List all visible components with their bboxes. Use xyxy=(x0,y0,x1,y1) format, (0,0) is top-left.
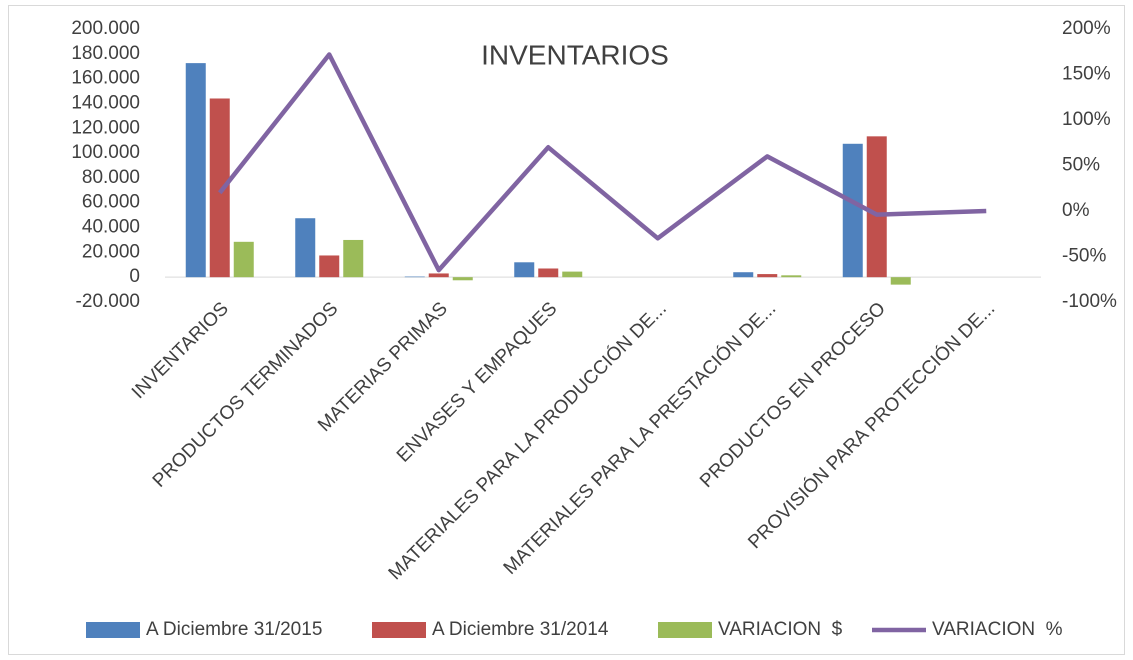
bar xyxy=(514,262,535,278)
bar xyxy=(890,277,911,285)
line xyxy=(217,52,987,273)
bar xyxy=(428,273,449,278)
y2-tick-label: 200% xyxy=(1062,18,1111,39)
bar xyxy=(538,268,559,278)
y2-tick-label: 100% xyxy=(1062,109,1111,130)
y-tick-label: -20.000 xyxy=(76,291,140,312)
y2-tick-label: 0% xyxy=(1062,200,1090,221)
y2-tick-label: 50% xyxy=(1062,155,1100,176)
y-tick-label: 180.000 xyxy=(71,43,140,64)
y-tick-label: 0 xyxy=(129,266,140,287)
y-tick-label: 40.000 xyxy=(82,217,140,238)
y-tick-label: 120.000 xyxy=(71,117,140,138)
bar xyxy=(185,63,206,278)
legend-swatch xyxy=(86,622,140,638)
bar xyxy=(866,136,887,278)
y-tick-label: 200.000 xyxy=(71,18,140,39)
y2-tick-label: 150% xyxy=(1062,64,1111,85)
y-tick-label: 20.000 xyxy=(82,241,140,262)
bar xyxy=(319,255,340,278)
y-tick-label: 160.000 xyxy=(71,68,140,89)
y-tick-label: 60.000 xyxy=(82,192,140,213)
legend-label: A Diciembre 31/2015 xyxy=(146,619,322,640)
bar xyxy=(452,277,473,281)
bar xyxy=(404,276,425,278)
y2-tick-label: -50% xyxy=(1062,246,1106,267)
legend-label: VARIACION % xyxy=(932,619,1063,640)
bar xyxy=(842,143,863,278)
y-tick-label: 140.000 xyxy=(71,92,140,113)
bar xyxy=(781,275,802,278)
bar xyxy=(233,241,254,278)
bar xyxy=(295,218,316,278)
legend-swatch xyxy=(658,622,712,638)
bar xyxy=(209,98,230,278)
legend-swatch xyxy=(372,622,426,638)
legend-label: VARIACION $ xyxy=(718,619,843,640)
legend-label: A Diciembre 31/2014 xyxy=(432,619,609,640)
chart-title: INVENTARIOS xyxy=(481,39,669,70)
bar xyxy=(733,272,754,278)
y-tick-label: 80.000 xyxy=(82,167,140,188)
y2-tick-label: -100% xyxy=(1062,291,1117,312)
y-tick-label: 100.000 xyxy=(71,142,140,163)
bar xyxy=(343,239,364,278)
bar xyxy=(562,271,583,278)
bar xyxy=(757,274,778,278)
